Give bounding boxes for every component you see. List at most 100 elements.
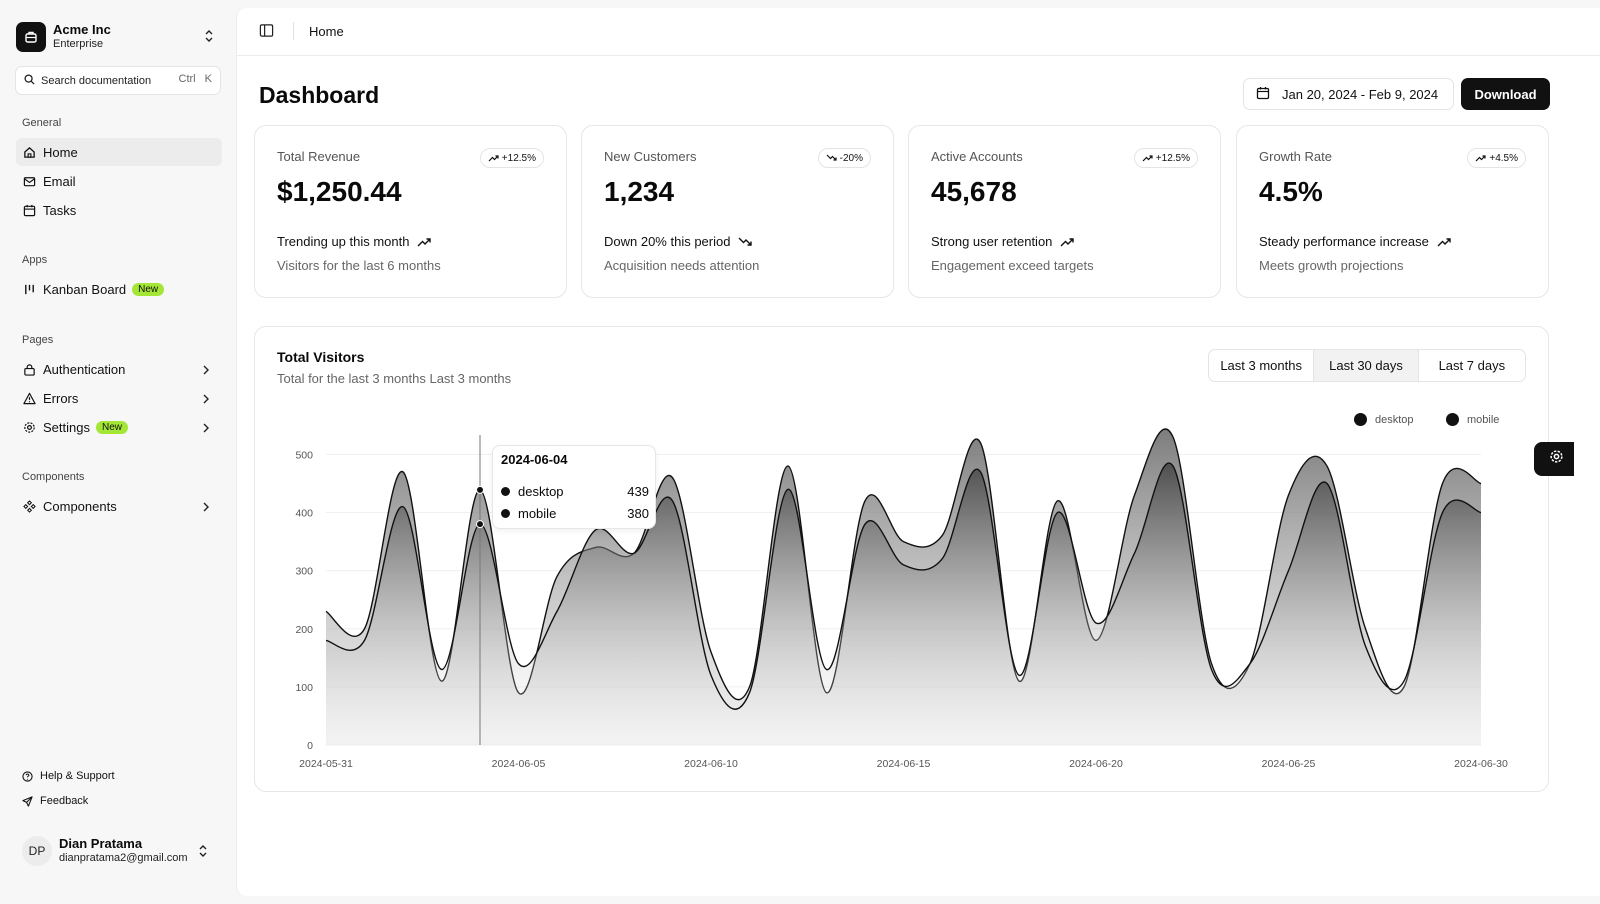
legend-dot (1354, 413, 1367, 426)
main-panel: Home Dashboard Jan 20, 2024 - Feb 9, 202… (236, 8, 1600, 896)
range-last-7-days[interactable]: Last 7 days (1438, 358, 1506, 373)
sidebar-item-home[interactable]: Home (16, 138, 222, 166)
date-range-picker[interactable]: Jan 20, 2024 - Feb 9, 2024 (1243, 78, 1454, 110)
sidebar-toggle-icon[interactable] (259, 23, 274, 43)
chart-subtitle: Total for the last 3 months Last 3 month… (277, 371, 512, 386)
chevron-right-icon (202, 363, 210, 378)
trending-up-icon (1142, 155, 1153, 162)
sidebar-item-errors[interactable]: Errors (16, 384, 222, 412)
date-range-text: Jan 20, 2024 - Feb 9, 2024 (1282, 86, 1439, 102)
tooltip-date: 2024-06-04 (501, 452, 568, 467)
sidebar-item-label: Authentication (43, 361, 126, 377)
new-badge: New (95, 420, 128, 434)
kanban-icon (22, 282, 36, 296)
mail-icon (22, 174, 36, 188)
gear-icon (1549, 449, 1564, 469)
org-name: Acme Inc (53, 22, 111, 37)
range-last-30-days[interactable]: Last 30 days (1314, 350, 1419, 381)
section-label-pages: Pages (22, 334, 54, 346)
stat-card-growth: Growth Rate +4.5% 4.5% Steady performanc… (1236, 125, 1549, 298)
feedback-link[interactable]: Feedback (22, 795, 88, 807)
desktop-hover-point (476, 485, 484, 494)
sidebar-item-label: Email (43, 173, 76, 189)
help-support-label: Help & Support (40, 770, 115, 782)
stat-card-customers: New Customers -20% 1,234 Down 20% this p… (581, 125, 894, 298)
trending-up-icon (488, 155, 499, 162)
org-plan: Enterprise (53, 38, 104, 50)
x-tick-label: 2024-06-15 (877, 758, 931, 770)
sidebar-item-label: Components (43, 498, 117, 514)
card-footer: Steady performance increase (1259, 234, 1451, 249)
sidebar-item-kanban[interactable]: Kanban Board New (16, 275, 222, 303)
sidebar: Acme Inc Enterprise Search documentation… (0, 0, 236, 904)
card-subtext: Visitors for the last 6 months (277, 258, 441, 273)
card-value: 4.5% (1259, 176, 1323, 207)
mobile-area (326, 463, 1481, 745)
card-footer: Strong user retention (931, 234, 1075, 249)
calendar-icon (1256, 86, 1270, 103)
page-title: Dashboard (259, 82, 380, 108)
y-tick-label: 100 (295, 682, 313, 694)
trending-up-icon (417, 237, 432, 246)
trend-badge: -20% (817, 148, 871, 168)
x-tick-label: 2024-06-10 (684, 758, 738, 770)
sidebar-item-label: Errors (43, 390, 79, 406)
trend-badge: +12.5% (1133, 148, 1198, 168)
mobile-hover-point (476, 520, 484, 529)
x-tick-label: 2024-06-30 (1454, 758, 1508, 770)
send-icon (22, 795, 33, 807)
section-label-apps: Apps (22, 254, 48, 266)
search-input[interactable]: Search documentation Ctrl K (15, 66, 221, 95)
card-label: Total Revenue (277, 149, 361, 164)
user-email: dianpratama2@gmail.com (59, 852, 188, 864)
search-shortcut: Ctrl K (178, 73, 213, 85)
x-tick-label: 2024-06-20 (1069, 758, 1123, 770)
mobile-line (325, 462, 1482, 710)
card-footer: Down 20% this period (604, 234, 753, 249)
range-toggle-group: Last 3 months Last 30 days Last 7 days (1208, 349, 1526, 382)
calendar-icon (22, 203, 36, 217)
lock-icon (22, 362, 36, 376)
sidebar-item-tasks[interactable]: Tasks (16, 196, 222, 224)
help-support-link[interactable]: Help & Support (22, 770, 115, 782)
sidebar-item-label: Tasks (43, 202, 77, 218)
user-menu[interactable]: DP Dian Pratama dianpratama2@gmail.com (22, 834, 222, 868)
range-last-3-months[interactable]: Last 3 months (1209, 350, 1315, 381)
card-footer: Trending up this month (277, 234, 432, 249)
customizer-gear-button[interactable] (1534, 442, 1574, 476)
sidebar-item-components[interactable]: Components (16, 492, 222, 520)
sidebar-item-authentication[interactable]: Authentication (16, 355, 222, 383)
avatar: DP (22, 836, 52, 866)
sidebar-item-label: Settings (43, 419, 90, 435)
chevron-right-icon (202, 421, 210, 436)
gear-icon (22, 420, 36, 434)
card-value: $1,250.44 (277, 176, 402, 207)
y-tick-label: 0 (307, 740, 313, 752)
trend-badge: +12.5% (479, 148, 544, 168)
sidebar-item-email[interactable]: Email (16, 167, 222, 195)
card-value: 1,234 (604, 176, 675, 207)
chevrons-up-down-icon (204, 29, 214, 48)
card-value: 45,678 (931, 176, 1017, 207)
legend-desktop: desktop (1354, 413, 1414, 426)
card-label: New Customers (604, 149, 697, 164)
trend-badge: +4.5% (1467, 148, 1526, 168)
chart-tooltip: 2024-06-04 desktop 439 mobile 380 (492, 445, 656, 529)
tooltip-row-mobile: mobile 380 (501, 506, 649, 521)
trending-up-icon (1060, 237, 1075, 246)
sidebar-item-settings[interactable]: Settings New (16, 413, 222, 441)
divider (293, 22, 294, 40)
card-subtext: Engagement exceed targets (931, 258, 1094, 273)
visitors-area-chart[interactable]: 0 100 200 300 400 500 2024-05-31 2024-06-05 2024… (255, 327, 1550, 793)
download-button[interactable]: Download (1461, 78, 1550, 110)
section-label-general: General (22, 117, 62, 129)
help-circle-icon (22, 770, 33, 782)
sidebar-item-label: Kanban Board (43, 281, 127, 297)
section-label-components: Components (22, 471, 85, 483)
x-tick-label: 2024-06-05 (492, 758, 546, 770)
tooltip-row-desktop: desktop 439 (501, 484, 649, 499)
trending-up-icon (1475, 155, 1486, 162)
y-tick-label: 500 (295, 449, 313, 461)
org-switcher[interactable]: Acme Inc Enterprise (16, 20, 222, 54)
breadcrumb[interactable]: Home (309, 24, 344, 39)
